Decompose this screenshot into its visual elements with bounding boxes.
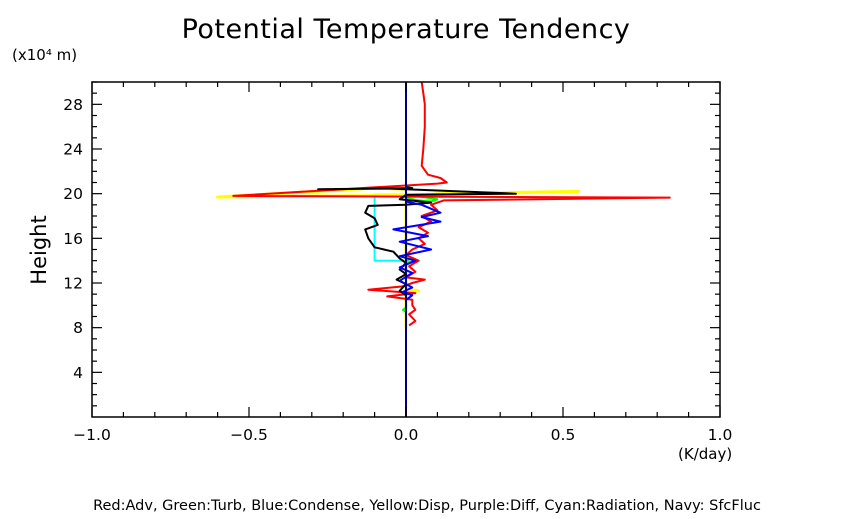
y-tick-label: 12 <box>63 275 83 293</box>
y-tick-label: 24 <box>63 141 83 159</box>
x-tick-label: 0.0 <box>394 426 419 444</box>
series-line-condense <box>392 200 442 311</box>
series-layer <box>216 81 671 417</box>
y-tick-label: 8 <box>73 319 83 337</box>
x-tick-label: 1.0 <box>708 426 733 444</box>
series-line-adv <box>232 81 671 327</box>
x-tick-label: −0.5 <box>230 426 268 444</box>
x-tick-label: −1.0 <box>73 426 111 444</box>
y-tick-label: 28 <box>63 96 83 114</box>
y-axis-unit: (x10⁴ m) <box>12 46 78 64</box>
series-line-net <box>317 186 517 328</box>
y-tick-label: 16 <box>63 230 83 248</box>
y-tick-label: 4 <box>73 364 83 382</box>
x-tick-label: 0.5 <box>551 426 576 444</box>
x-axis-unit: (K/day) <box>678 445 733 463</box>
ticks-layer: −1.0 −0.5 0.0 0.5 1.0 4 8 12 16 20 24 28 <box>63 81 733 444</box>
legend-caption: Red:Adv, Green:Turb, Blue:Condense, Yell… <box>93 498 761 514</box>
y-tick-label: 20 <box>63 185 83 203</box>
chart-title: Potential Temperature Tendency <box>181 14 631 45</box>
plot-frame <box>91 81 721 418</box>
